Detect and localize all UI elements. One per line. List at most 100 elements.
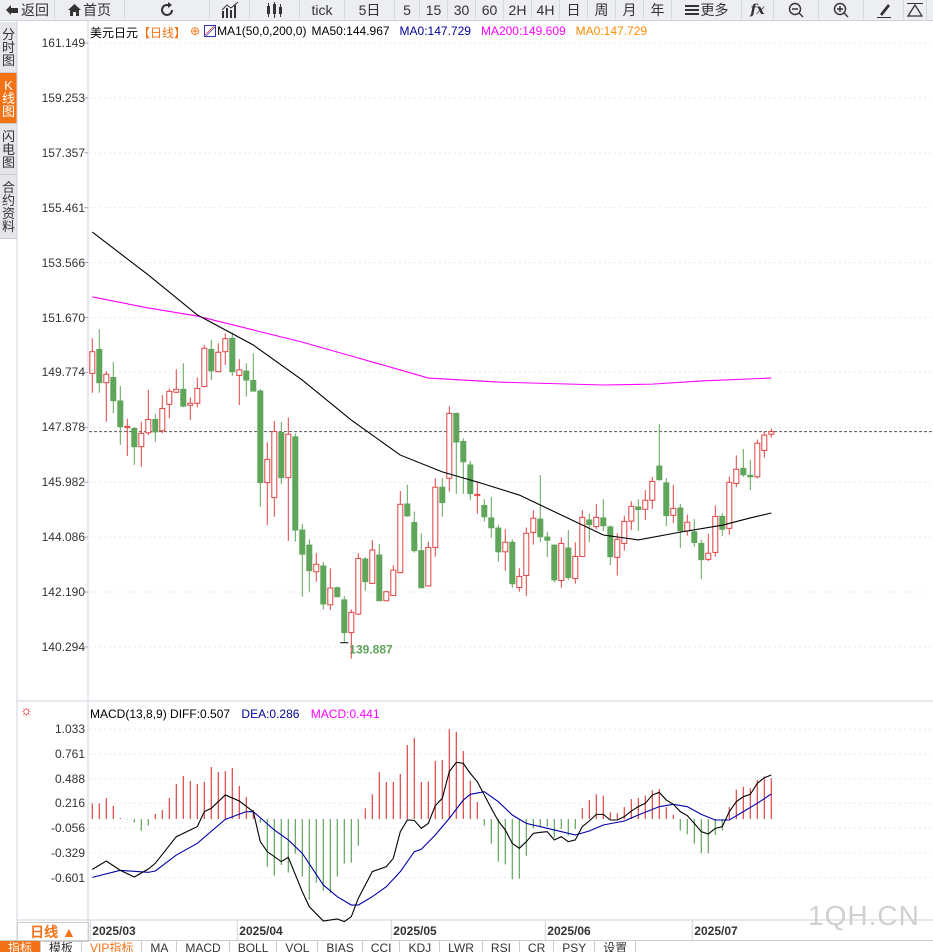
price-tick-label: 147.878 (41, 420, 85, 435)
sidebar-item-label: 合约资料 (2, 179, 16, 234)
home-icon (68, 4, 81, 16)
sidebar-item-0[interactable]: 分时图 (0, 22, 17, 73)
candle-body (726, 481, 733, 529)
tri-button[interactable] (904, 0, 927, 20)
price-tick-label: 153.566 (41, 255, 85, 270)
candle-body (271, 431, 278, 499)
candle-button[interactable] (250, 0, 300, 20)
sidebar-item-label: K线图 (2, 77, 16, 119)
zoomout-button[interactable] (774, 0, 819, 20)
candle-body (446, 412, 453, 479)
price-tick-label: 142.190 (41, 585, 85, 600)
tab-11[interactable]: RSI (483, 941, 520, 952)
candle-body (593, 516, 600, 528)
candle-body (607, 526, 614, 558)
ma0b-value: MA0:147.729 (575, 24, 648, 38)
tab-12[interactable]: CR (520, 941, 555, 952)
ma-name: MA1(50,0,200,0) (217, 24, 307, 38)
date-label: 2025/05 (393, 924, 437, 938)
candle-body (705, 552, 712, 560)
draw-button[interactable] (864, 0, 904, 20)
sidebar-item-2[interactable]: 闪电图 (0, 124, 17, 175)
candle-body (96, 348, 103, 384)
macd-settings-icon[interactable]: ☼ (20, 702, 33, 718)
zoom-in-icon (833, 2, 849, 18)
year-label: 年 (650, 2, 665, 18)
tab-8[interactable]: CCI (363, 941, 401, 952)
candle-body (411, 522, 418, 552)
candle-body (383, 591, 390, 602)
candle-body (530, 517, 537, 533)
more-button[interactable]: 更多 (672, 0, 742, 20)
tick-button[interactable]: tick (300, 0, 345, 20)
candle-body (166, 390, 173, 405)
zoomin-button[interactable] (819, 0, 864, 20)
candle-body (572, 555, 579, 579)
macd-tick-label: -0.329 (50, 845, 85, 860)
candle-body (656, 465, 663, 481)
h2-button[interactable]: 2H (504, 0, 532, 20)
candle-body (495, 527, 502, 553)
year-button[interactable]: 年 (644, 0, 672, 20)
menu-icon (684, 4, 699, 16)
m60-button[interactable]: 60 (476, 0, 504, 20)
candle-body (747, 474, 754, 478)
tab-0[interactable]: 指标 (0, 941, 42, 952)
candle-body (740, 467, 747, 476)
candle-body (733, 468, 740, 484)
candle-body (614, 538, 621, 558)
tab-1[interactable]: 模板 (41, 941, 83, 952)
price-tick-label: 151.670 (41, 310, 85, 325)
5d-button[interactable]: 5日 (345, 0, 395, 20)
refresh-icon (159, 2, 175, 18)
tab-13[interactable]: PSY (554, 941, 596, 952)
tab-3[interactable]: MA (142, 941, 178, 952)
tab-4[interactable]: MACD (177, 941, 230, 952)
tab-9[interactable]: KDJ (400, 941, 441, 952)
period-select-button[interactable]: 日线 ▲ (17, 922, 89, 942)
macd-name: MACD(13,8,9) (90, 707, 167, 721)
month-button[interactable]: 月 (616, 0, 644, 20)
tab-5[interactable]: BOLL (230, 941, 278, 952)
candle-body (194, 387, 201, 404)
candle-body (712, 515, 719, 553)
tab-2[interactable]: VIP指标 (82, 941, 143, 952)
day-button[interactable]: 日 (560, 0, 588, 20)
candle-body (334, 587, 341, 598)
candle-body (544, 536, 551, 541)
fx-button[interactable]: fx (742, 0, 774, 20)
toolbar: 返回 首页 tick 5日 5 15 30 60 2H 4H 日周月年 更多 fx (0, 0, 933, 21)
m5-button[interactable]: 5 (395, 0, 420, 20)
indicator-button[interactable] (210, 0, 250, 20)
tab-7[interactable]: BIAS (318, 941, 363, 952)
candle-body (222, 338, 229, 353)
candle-body (460, 440, 467, 463)
candle-body (642, 499, 649, 510)
home-button[interactable]: 首页 (55, 0, 125, 20)
candle-body (243, 370, 250, 381)
tab-14[interactable]: 设置 (595, 941, 637, 952)
home-label: 首页 (83, 2, 111, 18)
candle-body (670, 507, 677, 516)
candle-body (551, 544, 558, 581)
m15-button[interactable]: 15 (420, 0, 448, 20)
sidebar-item-3[interactable]: 合约资料 (0, 175, 17, 239)
candle-body (516, 575, 523, 588)
candle-body (488, 517, 495, 529)
sidebar-item-label: 分时图 (2, 26, 16, 68)
week-button[interactable]: 周 (588, 0, 616, 20)
ma-icon[interactable] (204, 25, 217, 37)
refresh-button[interactable] (125, 0, 210, 20)
ma200-line (92, 296, 772, 386)
m30-button[interactable]: 30 (448, 0, 476, 20)
candle-body (124, 425, 131, 429)
price-tick-label: 159.253 (41, 90, 85, 105)
back-button[interactable]: 返回 (0, 0, 55, 20)
tab-6[interactable]: VOL (277, 941, 319, 952)
macd-tick-label: 0.488 (54, 771, 85, 786)
h4-button[interactable]: 4H (532, 0, 560, 20)
settings-icon[interactable]: ⊕ (190, 24, 201, 38)
tab-10[interactable]: LWR (440, 941, 483, 952)
sidebar-item-1[interactable]: K线图 (0, 73, 17, 124)
